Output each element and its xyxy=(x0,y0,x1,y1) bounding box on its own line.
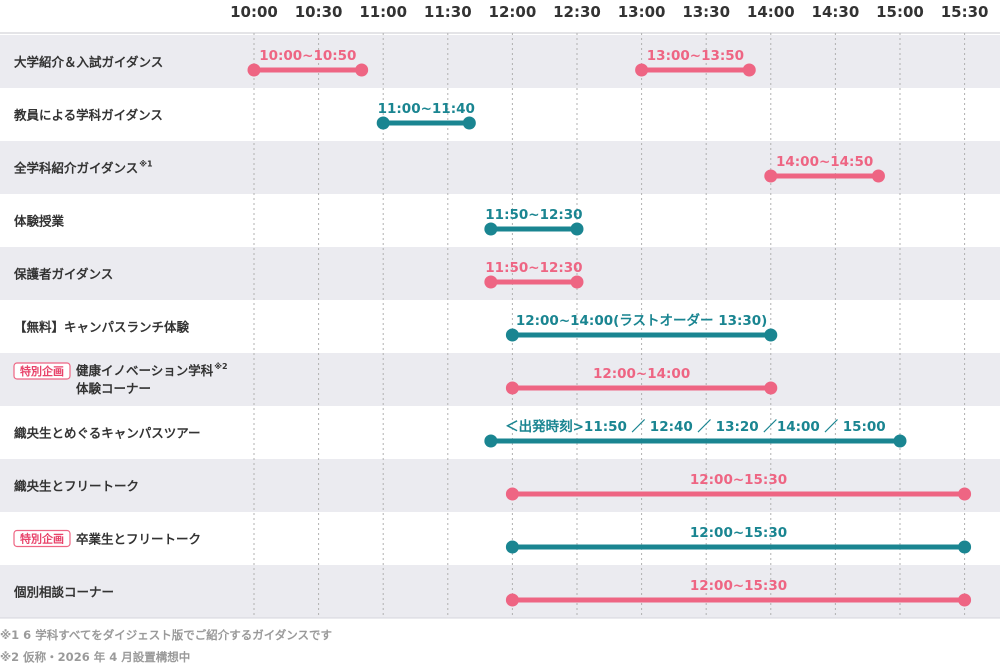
footnote-2: ※2 仮称・2026 年 4 月設置構想中 xyxy=(0,650,191,664)
bar-time-label: 12:00~15:30 xyxy=(690,525,787,541)
row-background xyxy=(0,35,1000,88)
bar-time-label: 14:00~14:50 xyxy=(776,154,873,170)
time-tick-label: 15:00 xyxy=(876,3,924,21)
bar-start-dot xyxy=(247,63,261,77)
special-badge xyxy=(13,529,71,548)
row-label: 【無料】キャンパスランチ体験 xyxy=(14,320,190,335)
row-background xyxy=(0,300,1000,353)
row-background xyxy=(0,194,1000,247)
row-label-line2: 体験コーナー xyxy=(76,381,151,396)
row-background xyxy=(0,459,1000,512)
bar-start-dot xyxy=(505,381,519,395)
time-tick-label: 11:30 xyxy=(424,3,472,21)
row-footnote-mark: ※2 xyxy=(214,361,227,371)
row-label: 保護者ガイダンス xyxy=(13,267,113,282)
time-tick-label: 12:30 xyxy=(553,3,601,21)
row-background xyxy=(0,565,1000,618)
row-label: 卒業生とフリートーク xyxy=(76,532,201,547)
row-background xyxy=(0,247,1000,300)
bar-time-label: 11:50~12:30 xyxy=(485,207,582,223)
bar-time-label: 12:00~15:30 xyxy=(690,578,787,594)
bar-time-label: 12:00~15:30 xyxy=(690,472,787,488)
time-tick-label: 14:00 xyxy=(747,3,795,21)
bar-start-dot xyxy=(764,169,778,183)
bar-time-label: 13:00~13:50 xyxy=(647,48,744,64)
bar-start-dot xyxy=(505,487,519,501)
bar-start-dot xyxy=(484,222,498,236)
bar-end-dot xyxy=(462,116,476,130)
bar-start-dot xyxy=(484,434,498,448)
row-background xyxy=(0,88,1000,141)
row-label: 織央生とめぐるキャンパスツアー xyxy=(14,426,201,441)
special-badge xyxy=(13,362,71,380)
time-tick-label: 10:30 xyxy=(295,3,343,21)
row-label: 健康イノベーション学科 xyxy=(76,363,214,378)
row-background xyxy=(0,141,1000,194)
row-label: 大学紹介＆入試ガイダンス xyxy=(14,55,163,70)
row-background xyxy=(0,406,1000,459)
bar-start-dot xyxy=(505,593,519,607)
bar-end-dot xyxy=(871,169,885,183)
row-label: 織央生とフリートーク xyxy=(14,479,139,494)
special-badge-label: 特別企画 xyxy=(20,532,64,546)
footnote-1: ※1 6 学科すべてをダイジェスト版でご紹介するガイダンスです xyxy=(0,628,333,642)
time-tick-label: 13:00 xyxy=(618,3,666,21)
bar-end-dot xyxy=(570,275,584,289)
bar-end-dot xyxy=(764,381,778,395)
row-label: 教員による学科ガイダンス xyxy=(13,108,163,123)
bar-end-dot xyxy=(764,328,778,342)
time-tick-label: 10:00 xyxy=(230,3,278,21)
time-tick-label: 13:30 xyxy=(682,3,730,21)
bar-start-dot xyxy=(505,328,519,342)
time-tick-label: 12:00 xyxy=(489,3,537,21)
bar-time-label: 10:00~10:50 xyxy=(259,48,356,64)
bar-time-label: 11:50~12:30 xyxy=(485,260,582,276)
bar-start-dot xyxy=(376,116,390,130)
bar-end-dot xyxy=(958,487,972,501)
bar-time-label: ＜出発時刻>11:50 ／ 12:40 ／ 13:20 ／14:00 ／ 15:… xyxy=(505,418,886,435)
row-label: 全学科紹介ガイダンス xyxy=(13,161,138,176)
schedule-chart: 10:00 10:30 11:00 11:30 12:00 12:30 13:00 13:30… xyxy=(0,3,1000,619)
bar-end-dot xyxy=(893,434,907,448)
special-badge-label: 特別企画 xyxy=(20,364,64,378)
row-label: 個別相談コーナー xyxy=(13,585,114,600)
time-tick-label: 14:30 xyxy=(812,3,860,21)
bar-end-dot xyxy=(958,540,972,554)
bar-start-dot xyxy=(484,275,498,289)
bar-end-dot xyxy=(570,222,584,236)
bar-end-dot xyxy=(742,63,756,77)
row-background xyxy=(0,353,1000,406)
time-tick-label: 11:00 xyxy=(359,3,407,21)
row-background xyxy=(0,512,1000,565)
bar-time-label: 11:00~11:40 xyxy=(378,101,475,117)
time-tick-label: 15:30 xyxy=(941,3,989,21)
bar-end-dot xyxy=(355,63,369,77)
bar-start-dot xyxy=(505,540,519,554)
bar-start-dot xyxy=(635,63,649,77)
bar-time-label: 12:00~14:00 xyxy=(593,366,690,382)
bar-end-dot xyxy=(958,593,972,607)
row-footnote-mark: ※1 xyxy=(139,159,153,169)
bar-time-label: 12:00~14:00(ラストオーダー 13:30) xyxy=(516,312,768,329)
row-label: 体験授業 xyxy=(14,214,65,229)
